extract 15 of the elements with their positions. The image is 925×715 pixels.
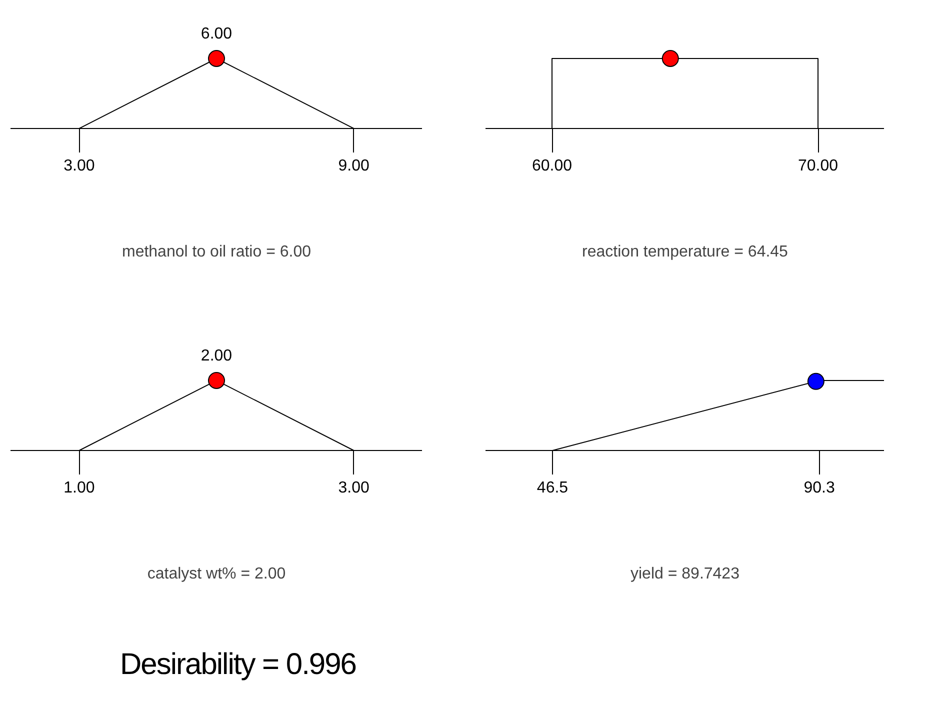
x-tick-label: 3.00 <box>64 158 95 174</box>
x-axis-title: methanol to oil ratio = 6.00 <box>122 244 312 260</box>
x-tick-label: 3.00 <box>338 480 370 496</box>
annotation: 2.00 <box>200 348 232 364</box>
x-tick-label: 70.00 <box>798 158 838 174</box>
text: Desirability = 0.996 <box>120 647 356 683</box>
x-axis-title: reaction temperature = 64.45 <box>582 244 788 260</box>
x-tick-label: 46.5 <box>536 480 568 496</box>
x-tick-label: 60.00 <box>532 158 572 174</box>
x-tick-label: 1.00 <box>64 480 95 496</box>
x-tick-label: 9.00 <box>338 158 370 174</box>
x-axis-title: catalyst wt% = 2.00 <box>147 566 286 582</box>
x-tick-label: 90.3 <box>804 480 835 496</box>
annotation: 6.00 <box>200 26 232 42</box>
x-axis-title: yield = 89.7423 <box>630 566 740 582</box>
